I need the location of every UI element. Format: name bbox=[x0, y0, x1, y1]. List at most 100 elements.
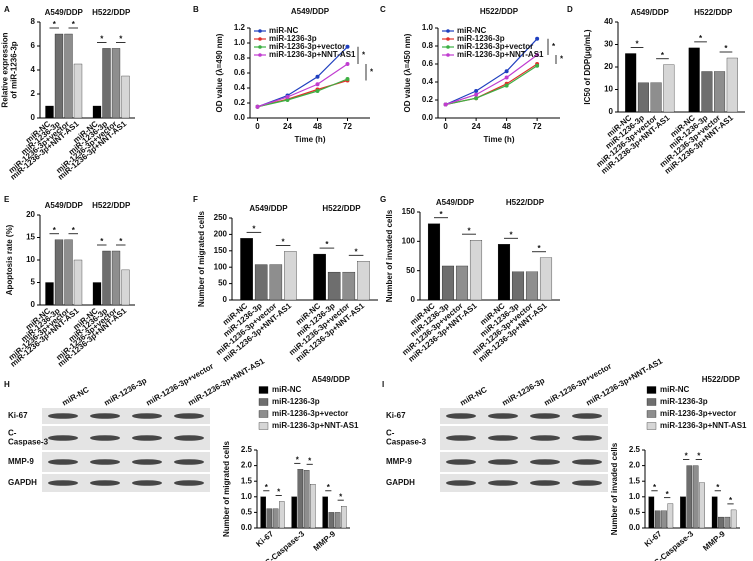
x-tick-label: 48 bbox=[313, 122, 322, 131]
y-tick-label: 2.5 bbox=[241, 445, 253, 454]
legend-label: miR-1236-3p+vector bbox=[457, 42, 533, 51]
y-tick-label: 20 bbox=[26, 210, 35, 219]
x-tick-label: 48 bbox=[502, 122, 511, 131]
blot-band bbox=[132, 459, 162, 465]
significance-mark: * bbox=[685, 452, 689, 461]
y-tick-label: 0.2 bbox=[234, 98, 246, 107]
significance-mark: * bbox=[308, 456, 312, 465]
y-tick-label: 0.6 bbox=[234, 68, 246, 77]
y-tick-label: 0.6 bbox=[422, 59, 434, 68]
bar bbox=[342, 271, 356, 301]
y-tick-label: 0 bbox=[31, 113, 36, 122]
series-line bbox=[445, 54, 538, 106]
bar bbox=[661, 510, 667, 529]
bar bbox=[441, 265, 455, 301]
legend-swatch bbox=[646, 422, 657, 430]
x-tick-label: 24 bbox=[472, 122, 481, 131]
y-axis-label: Relative expressionof miR-1236-3p bbox=[1, 32, 19, 107]
legend-swatch bbox=[258, 398, 269, 406]
significance-mark: * bbox=[635, 40, 639, 49]
bar bbox=[663, 64, 675, 113]
y-axis-label: Number of invaded cells bbox=[610, 442, 619, 535]
legend-swatch bbox=[646, 386, 657, 394]
y-tick-label: 50 bbox=[406, 266, 415, 275]
y-tick-label: 1.0 bbox=[241, 492, 253, 501]
legend-marker bbox=[446, 29, 450, 33]
series-line bbox=[257, 78, 348, 108]
blot-band bbox=[572, 459, 602, 465]
legend-label: miR-NC bbox=[457, 26, 487, 35]
bar bbox=[730, 509, 737, 529]
data-point bbox=[474, 96, 479, 101]
blot-strip bbox=[440, 408, 608, 424]
blot-band bbox=[174, 435, 204, 441]
bar bbox=[64, 239, 73, 306]
blot-band bbox=[90, 413, 120, 419]
significance-mark: * bbox=[362, 50, 366, 59]
bar bbox=[111, 48, 121, 119]
blot-band bbox=[572, 480, 602, 486]
bar bbox=[92, 105, 102, 119]
legend-label: miR-1236-3p bbox=[457, 34, 505, 43]
significance-mark: * bbox=[282, 238, 286, 247]
series-line bbox=[257, 46, 348, 108]
significance-mark: * bbox=[339, 492, 343, 501]
y-axis-label: OD value (λ=490 nm) bbox=[215, 33, 224, 112]
y-axis-label: OD value (λ=450 nm) bbox=[403, 33, 412, 112]
legend-label: miR-1236-3p+NNT-AS1 bbox=[269, 50, 356, 59]
blot-strip bbox=[42, 474, 210, 492]
y-axis-label-line: of miR-1236-3p bbox=[10, 41, 19, 98]
y-tick-label: 250 bbox=[214, 213, 228, 222]
significance-mark: * bbox=[265, 483, 269, 492]
blot-band bbox=[488, 480, 518, 486]
significance-mark: * bbox=[716, 483, 720, 492]
significance-mark: * bbox=[370, 67, 374, 76]
chart-title: A549/DDP bbox=[291, 7, 330, 16]
blot-band bbox=[48, 413, 78, 419]
data-point bbox=[504, 69, 509, 74]
y-tick-label: 0.5 bbox=[241, 508, 253, 517]
y-tick-label: 0.8 bbox=[234, 53, 246, 62]
y-tick-label: 100 bbox=[402, 236, 416, 245]
bar bbox=[718, 516, 724, 529]
legend-label: miR-NC bbox=[660, 385, 690, 394]
bar bbox=[54, 239, 64, 306]
legend-label: miR-1236-3p+NNT-AS1 bbox=[457, 50, 544, 59]
bar bbox=[45, 282, 54, 306]
row-label-line: C- bbox=[386, 429, 395, 438]
panel-label: F bbox=[193, 195, 198, 204]
legend-marker bbox=[258, 53, 262, 57]
legend-label: miR-1236-3p bbox=[269, 34, 317, 43]
bar bbox=[297, 469, 304, 529]
blot-band bbox=[132, 435, 162, 441]
significance-mark: * bbox=[661, 51, 665, 60]
lane-label: miR-1236-3p bbox=[103, 376, 149, 408]
blot-strip bbox=[42, 408, 210, 424]
legend-label: miR-1236-3p+NNT-AS1 bbox=[660, 421, 747, 430]
data-point bbox=[504, 83, 509, 88]
blot-band bbox=[530, 459, 560, 465]
row-label: MMP-9 bbox=[8, 457, 34, 466]
bar bbox=[303, 470, 310, 529]
group-label: A549/DDP bbox=[631, 8, 670, 17]
bar bbox=[726, 57, 738, 113]
x-tick-label: 0 bbox=[443, 122, 448, 131]
legend-label: miR-1236-3p+vector bbox=[269, 42, 345, 51]
y-tick-label: 0 bbox=[31, 300, 36, 309]
group-label: A549/DDP bbox=[45, 201, 84, 210]
panel-label: C bbox=[380, 5, 386, 14]
blot-strip bbox=[440, 474, 608, 492]
blot-band bbox=[174, 480, 204, 486]
blot-band bbox=[90, 459, 120, 465]
bar bbox=[525, 271, 539, 301]
legend-marker bbox=[446, 45, 450, 49]
data-point bbox=[285, 95, 290, 99]
y-axis-label: IC50 of DDP(μg/mL) bbox=[583, 29, 592, 104]
y-axis-label: Number of invaded cells bbox=[385, 209, 394, 302]
x-tick-label: 72 bbox=[533, 122, 542, 131]
row-label: C-Caspase-3 bbox=[386, 429, 427, 447]
blot-band bbox=[488, 413, 518, 419]
y-tick-label: 1.5 bbox=[629, 476, 641, 485]
y-tick-label: 4 bbox=[31, 65, 36, 74]
